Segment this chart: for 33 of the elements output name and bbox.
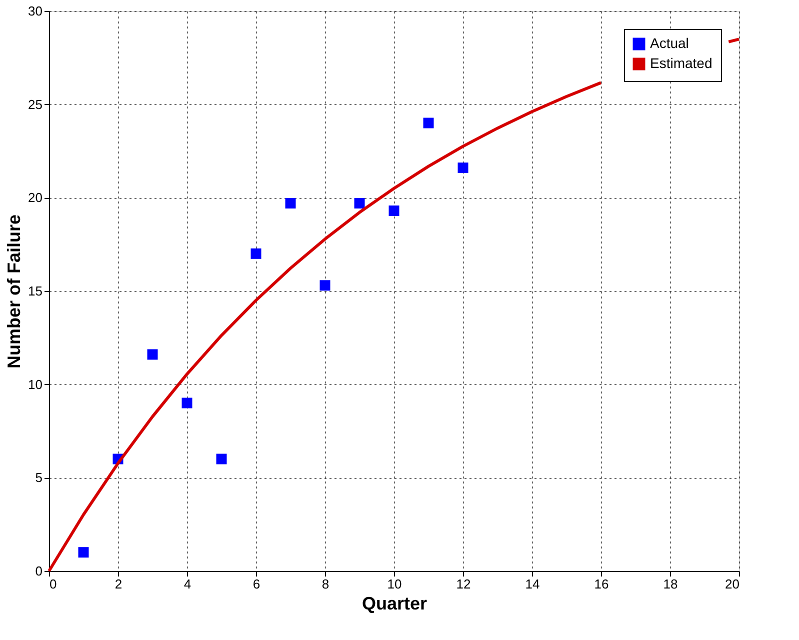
- point: [147, 349, 158, 360]
- point: [320, 280, 330, 291]
- y-tick-label: 30: [28, 4, 42, 18]
- y-axis-title: Number of Failure: [4, 214, 24, 369]
- point: [354, 198, 365, 209]
- point: [388, 205, 400, 216]
- point: [216, 454, 227, 464]
- point: [182, 398, 192, 408]
- x-tick-label: 14: [525, 576, 540, 592]
- point: [458, 162, 468, 174]
- x-axis-title: Quarter: [362, 594, 428, 614]
- x-tick-label: 4: [184, 576, 192, 592]
- y-tick-label: 25: [28, 96, 42, 112]
- y-tick-label: 15: [28, 284, 42, 298]
- x-tick-label: 16: [594, 576, 609, 592]
- legend-label: Actual: [650, 35, 689, 51]
- x-tick-label: 0: [50, 576, 57, 592]
- point: [285, 198, 296, 209]
- x-tick-label: 20: [725, 576, 740, 592]
- point: [423, 118, 434, 128]
- y-tick-label: 10: [28, 376, 42, 392]
- x-tick-label: 2: [114, 576, 122, 592]
- x-tick-label: 6: [252, 576, 260, 592]
- legend-label: Estimated: [650, 55, 712, 71]
- x-tick-label: 10: [387, 576, 402, 592]
- y-tick-label: 0: [35, 564, 42, 578]
- x-tick-label: 12: [456, 576, 471, 592]
- x-tick-label: 8: [322, 576, 330, 592]
- y-tick-label: 5: [35, 470, 42, 486]
- y-tick-label: 20: [28, 190, 42, 206]
- x-tick-label: 18: [663, 576, 678, 592]
- point: [250, 248, 262, 259]
- point: [78, 547, 89, 558]
